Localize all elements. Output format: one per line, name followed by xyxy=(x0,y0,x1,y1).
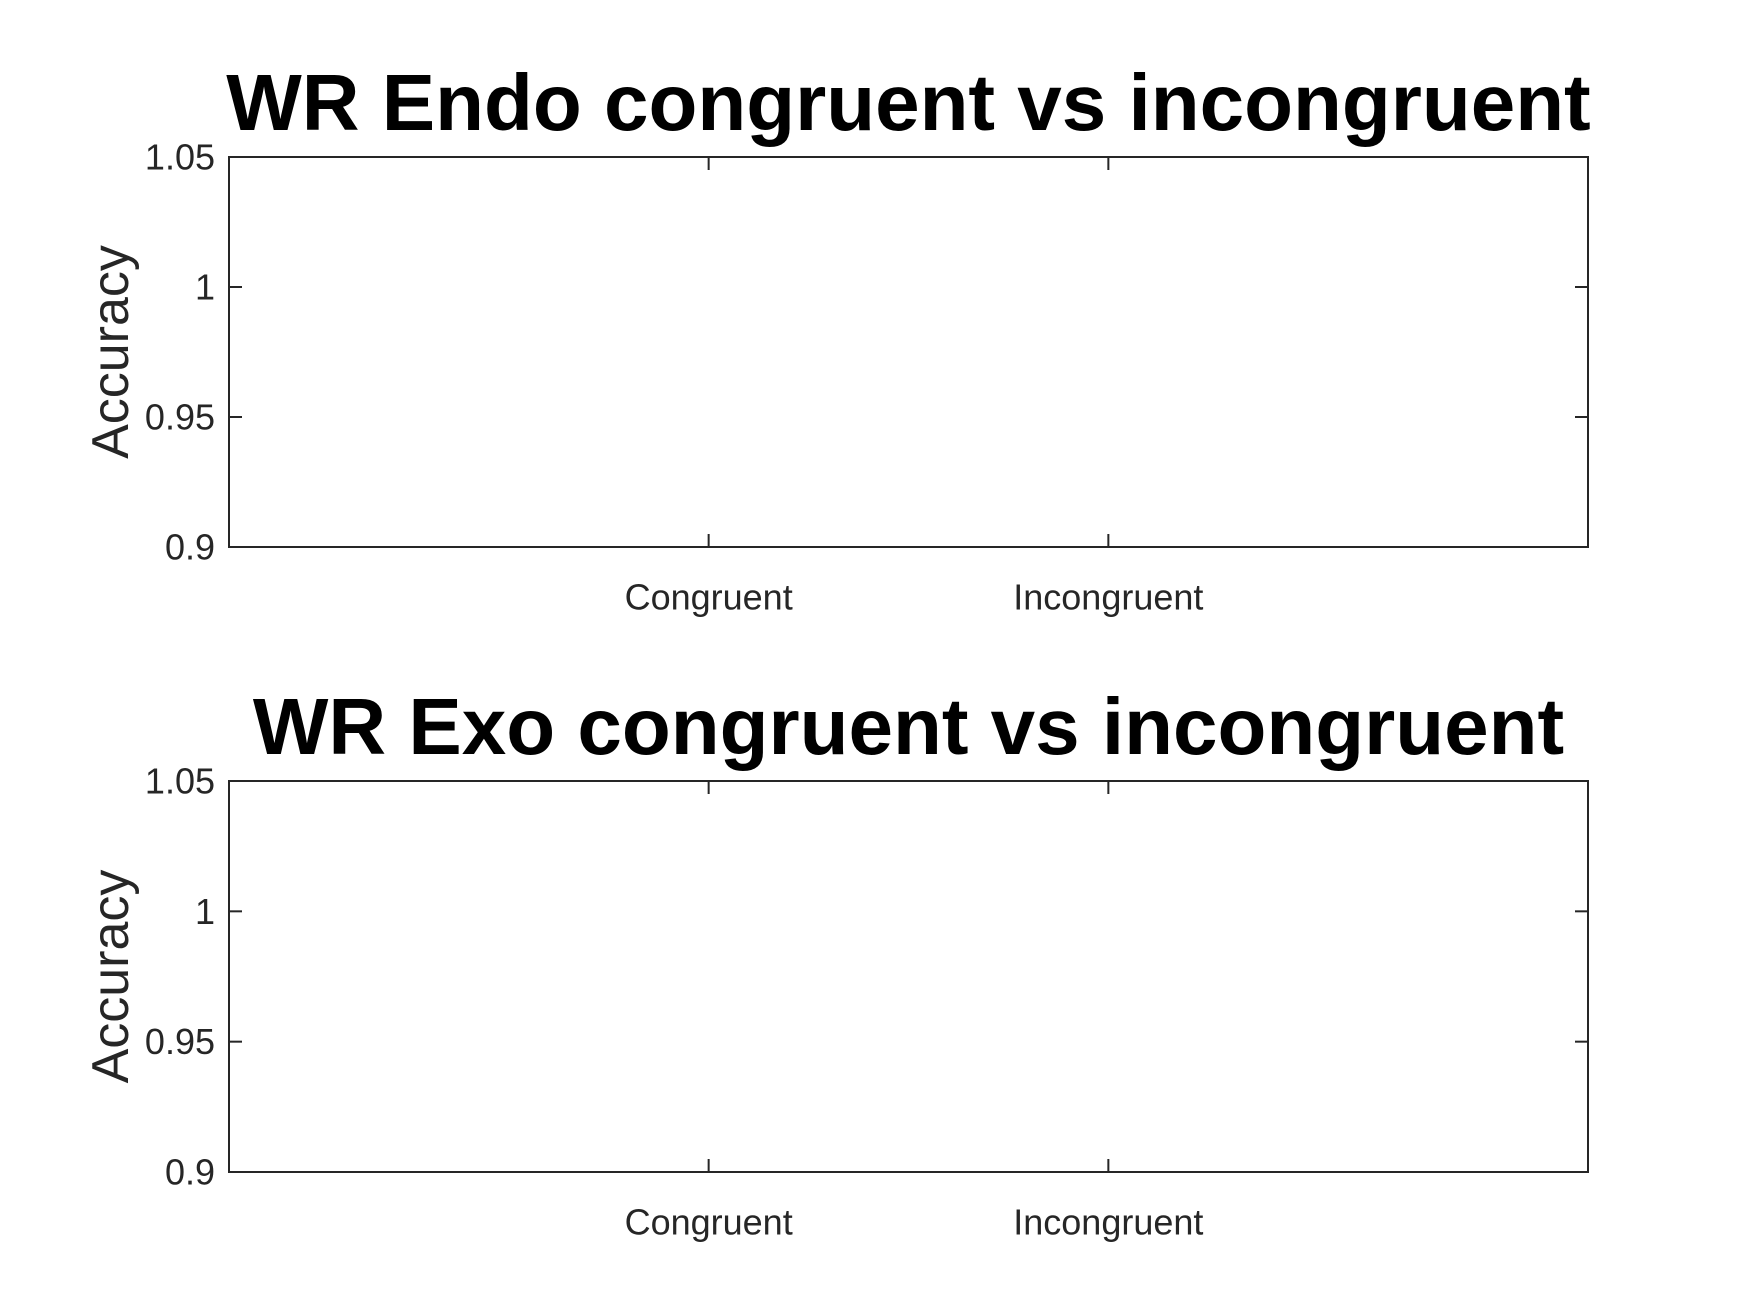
chart-title: WR Endo congruent vs incongruent xyxy=(226,58,1590,147)
y-axis-label: Accuracy xyxy=(82,245,140,459)
chart-title: WR Exo congruent vs incongruent xyxy=(253,682,1564,771)
y-tick-label: 0.9 xyxy=(165,1152,215,1193)
y-tick-label: 1 xyxy=(195,267,215,308)
subplot-2: 0.9 0.95 1 1.05 Congruent Incongruent WR Exo c… xyxy=(82,682,1589,1243)
x-tick-label: Incongruent xyxy=(1013,1202,1203,1243)
y-tick-label: 1.05 xyxy=(145,137,215,178)
y-tick-label: 0.9 xyxy=(165,527,215,568)
axes-box xyxy=(228,156,1589,548)
y-tick-label: 1 xyxy=(195,891,215,932)
x-tick-label: Congruent xyxy=(625,577,793,618)
x-tick-label: Incongruent xyxy=(1013,577,1203,618)
y-tick-label: 0.95 xyxy=(145,397,215,438)
x-tick-label: Congruent xyxy=(625,1202,793,1243)
axes-box xyxy=(228,780,1589,1173)
y-axis-label: Accuracy xyxy=(82,870,140,1084)
y-tick-label: 1.05 xyxy=(145,761,215,802)
y-tick-label: 0.95 xyxy=(145,1021,215,1062)
subplot-1: 0.9 0.95 1 1.05 Congruent Incongruent WR Endo … xyxy=(82,58,1591,618)
